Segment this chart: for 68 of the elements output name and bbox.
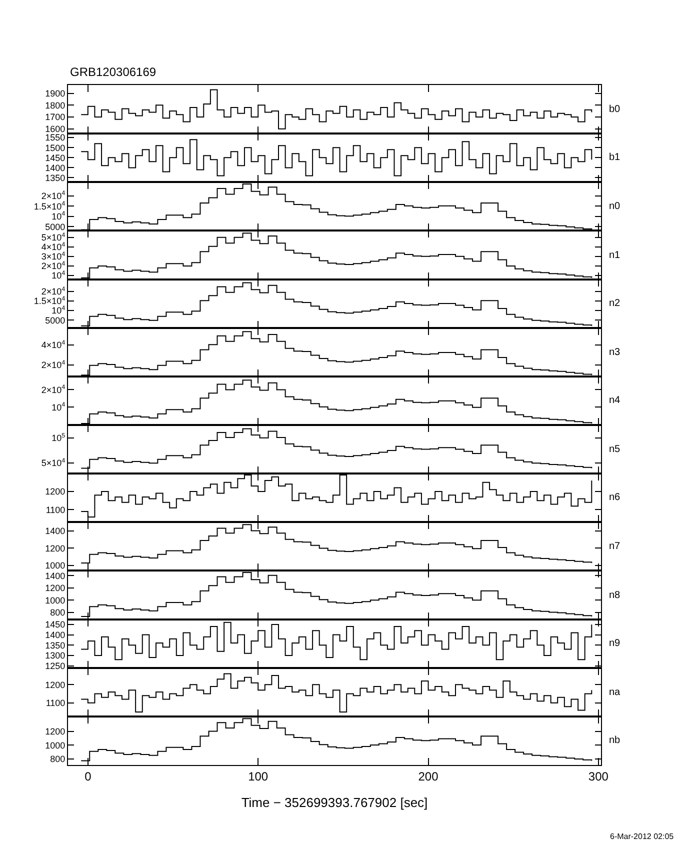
y-tick-label: 10$^{4}$ [52,304,66,316]
y-tick-label: 1200 [45,583,66,594]
y-tick-label: 5000 [45,315,66,326]
y-tick-label: 10$^{4}$ [52,401,66,412]
series-label: na [609,687,621,698]
y-tick-label: 1450 [45,152,66,163]
x-axis-title: Time − 352699393.767902 [sec] [241,795,428,810]
y-tick-label: 2×10$^{4}$ [41,190,66,202]
y-tick-label: 1350 [45,172,66,183]
y-tick-label: 1700 [45,112,66,122]
y-tick-label: 1100 [46,504,66,515]
y-tick-label: 2×10$^{4}$ [41,359,66,370]
y-tick-label: 5000 [45,222,66,232]
y-tick-label: 1600 [45,124,66,134]
y-tick-label: 1250 [45,660,66,671]
y-tick-label: 2×10$^{4}$ [41,286,66,297]
y-tick-label: 10$^{5}$ [52,432,66,444]
text: 6-Mar-2012 02:05 [610,832,674,841]
y-tick-label: 1900 [45,88,66,98]
y-tick-label: 1450 [45,620,66,630]
series-label: b1 [609,152,621,163]
y-tick-label: 1200 [45,543,66,554]
y-tick-label: 1200 [45,726,66,736]
y-tick-label: 5×10$^{4}$ [41,232,66,243]
text: n8 [609,590,621,601]
series-label: n9 [609,638,621,649]
text: n3 [609,347,621,358]
y-tick-label: 2×10$^{4}$ [41,260,66,272]
y-tick-label: 1550 [45,132,66,143]
legend-label: n4 [609,395,621,406]
y-tick-label: 1000 [45,560,66,571]
y-tick-label: 1000 [45,595,66,606]
y-tick-label: 1400 [45,526,66,536]
legend-label: nb [609,735,621,746]
y-tick-label: 1350 [45,640,66,650]
y-tick-label: 1500 [45,142,66,153]
y-tick-label: 1400 [45,162,66,173]
y-tick-label: 1200 [45,486,66,497]
y-tick-label: 1100 [46,698,66,708]
y-tick-label: 10$^{4}$ [52,210,66,222]
y-tick-label: 1.5×10$^{4}$ [34,295,66,306]
legend-label: n7 [609,541,621,552]
legend-label: b0 [609,104,621,115]
x-tick-label: 0 [84,769,92,784]
y-tick-label: 1400 [45,570,66,581]
x-tick-label: 300 [588,769,609,784]
y-tick-label: 1300 [45,650,66,661]
y-tick-label: 3×10$^{4}$ [41,250,66,262]
y-tick-label: 1200 [45,680,66,690]
x-tick-label: 200 [418,769,439,784]
y-tick-label: 800 [50,754,66,764]
legend-label: n1 [609,250,621,261]
y-tick-label: 4×10$^{4}$ [41,241,66,252]
y-tick-label: 1800 [45,100,66,110]
y-tick-label: 1400 [45,630,66,640]
text: n0 [609,201,621,212]
y-tick-label: 1000 [45,740,66,750]
y-tick-label: 10$^{4}$ [52,270,66,281]
x-tick-label: 100 [248,769,268,784]
y-tick-label: 800 [50,608,66,618]
y-tick-label: 1.5×10$^{4}$ [34,200,66,212]
series-label: n6 [609,492,621,503]
y-tick-label: 4×10$^{4}$ [41,339,66,350]
y-tick-label: 5×10$^{4}$ [41,457,66,468]
text: n5 [609,444,621,455]
text: n2 [609,298,621,309]
y-tick-label: 2×10$^{4}$ [41,384,66,395]
chart-title: GRB120306169 [70,65,156,79]
